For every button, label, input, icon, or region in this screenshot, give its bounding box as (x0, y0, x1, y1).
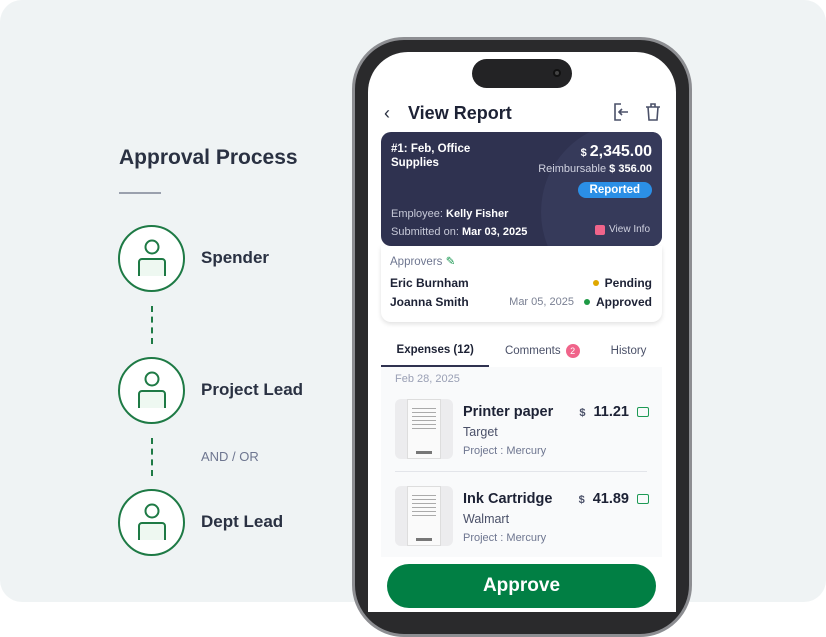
tab-bar: Expenses (12) Comments 2 History (381, 335, 662, 367)
reimbursable-value: $ 356.00 (609, 163, 652, 175)
step-project-lead: Project Lead (118, 356, 338, 424)
approved-dot (583, 299, 590, 305)
submit-icon[interactable] (612, 102, 630, 122)
approvers-heading: Approvers (390, 256, 443, 268)
expense-project: Project : Mercury (463, 532, 547, 544)
expense-name: Ink Cartridge (463, 491, 553, 507)
page-title: View Report (408, 102, 512, 123)
submitted-date: Mar 03, 2025 (461, 226, 528, 238)
divider (395, 471, 647, 472)
expense-item[interactable]: Printer paper Target Project : Mercury $… (395, 399, 649, 479)
approver-row: Joanna Smith Mar 05, 2025 Approved (390, 295, 652, 309)
expense-project: Project : Mercury (463, 445, 547, 457)
info-icon (595, 224, 606, 235)
view-info-link[interactable]: View Info (595, 224, 650, 235)
trash-icon[interactable] (644, 102, 662, 122)
report-card: #1: Feb, Office Supplies $2,345.00 Reimb… (381, 132, 662, 246)
camera-icon (553, 69, 561, 77)
date-header: Feb 28, 2025 (395, 373, 460, 385)
pending-dot (592, 280, 599, 286)
currency: $ (578, 494, 585, 506)
expense-list[interactable]: Feb 28, 2025 Printer paper Target Projec… (381, 367, 662, 557)
step-spender: Spender (118, 224, 338, 292)
back-icon[interactable]: ‹ (384, 102, 390, 123)
dynamic-island (472, 59, 572, 88)
currency: $ (579, 407, 586, 419)
approver-name: Eric Burnham (390, 276, 469, 290)
expense-merchant: Target (463, 425, 498, 439)
edit-icon[interactable]: ✎ (445, 256, 456, 268)
tab-history[interactable]: History (595, 335, 662, 367)
step-label: Project Lead (201, 380, 304, 399)
receipt-thumbnail[interactable] (395, 399, 453, 459)
process-title: Approval Process (119, 146, 298, 169)
expense-item[interactable]: Ink Cartridge Walmart Project : Mercury … (395, 486, 649, 566)
approver-row: Eric Burnham Pending (390, 276, 652, 290)
step-dept-lead: Dept Lead (118, 488, 338, 556)
connector (151, 438, 153, 476)
report-title: #1: Feb, Office Supplies (391, 143, 471, 169)
reimbursable-label: Reimbursable (538, 163, 607, 175)
approver-date: Mar 05, 2025 (509, 296, 574, 308)
connector (151, 306, 153, 344)
report-amount: $2,345.00 (581, 143, 652, 161)
card-icon (637, 407, 649, 417)
approvers-label: Approvers ✎ (390, 254, 455, 268)
reimbursable: Reimbursable $ 356.00 (538, 163, 652, 175)
expense-amount: $41.89 (579, 490, 629, 510)
status-badge: Reported (577, 182, 652, 198)
tab-label: History (610, 345, 647, 357)
comment-count-badge: 2 (565, 344, 580, 358)
expense-name: Printer paper (463, 404, 554, 420)
header: ‹ View Report (368, 96, 676, 130)
tab-label: Expenses (12) (396, 344, 474, 356)
view-info-label: View Info (609, 224, 650, 235)
approver-name: Joanna Smith (390, 295, 469, 309)
tab-comments[interactable]: Comments 2 (489, 335, 595, 367)
card-icon (637, 494, 649, 504)
step-label: Spender (201, 248, 270, 267)
person-icon (118, 356, 185, 424)
approve-button[interactable]: Approve (387, 564, 656, 608)
approver-status: Approved (595, 295, 652, 309)
amount-value: 41.89 (592, 491, 629, 507)
tab-expenses[interactable]: Expenses (12) (381, 335, 490, 367)
amount-value: 11.21 (593, 404, 630, 420)
submitted-label: Submitted on: (391, 226, 459, 238)
person-icon (118, 224, 185, 292)
expense-merchant: Walmart (463, 512, 510, 526)
connector-label: AND / OR (201, 449, 259, 464)
expense-amount: $11.21 (579, 403, 629, 423)
tab-label: Comments (504, 345, 561, 357)
step-label: Dept Lead (201, 512, 284, 531)
employee-label: Employee: (391, 208, 443, 220)
employee: Employee: Kelly Fisher (391, 208, 508, 220)
phone-screen: ‹ View Report #1: Feb, Office Supplies $… (368, 52, 676, 612)
employee-name: Kelly Fisher (446, 208, 509, 220)
person-icon (118, 488, 185, 556)
approver-status: Pending (604, 276, 652, 290)
receipt-thumbnail[interactable] (395, 486, 453, 546)
divider (119, 192, 161, 194)
approvers-panel: Approvers ✎ Eric Burnham Pending Joanna … (381, 246, 662, 322)
amount-value: 2,345.00 (589, 143, 652, 160)
submitted: Submitted on: Mar 03, 2025 (391, 226, 527, 238)
currency: $ (580, 147, 587, 159)
